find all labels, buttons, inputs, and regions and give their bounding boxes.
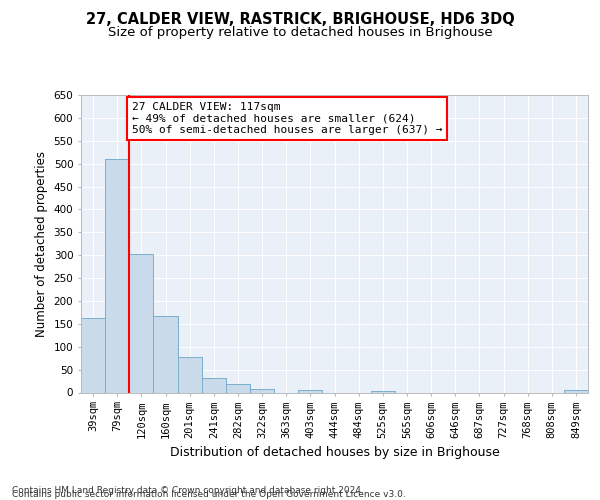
Text: 27 CALDER VIEW: 117sqm
← 49% of detached houses are smaller (624)
50% of semi-de: 27 CALDER VIEW: 117sqm ← 49% of detached…: [132, 102, 442, 135]
Bar: [81, 318, 105, 392]
Bar: [129, 254, 154, 392]
Y-axis label: Number of detached properties: Number of detached properties: [35, 151, 48, 337]
Text: Size of property relative to detached houses in Brighouse: Size of property relative to detached ho…: [107, 26, 493, 39]
X-axis label: Distribution of detached houses by size in Brighouse: Distribution of detached houses by size …: [170, 446, 499, 459]
Bar: [298, 390, 322, 392]
Bar: [202, 378, 226, 392]
Bar: [564, 390, 588, 392]
Bar: [250, 390, 274, 392]
Text: Contains public sector information licensed under the Open Government Licence v3: Contains public sector information licen…: [12, 490, 406, 499]
Bar: [178, 357, 202, 392]
Bar: [154, 316, 178, 392]
Bar: [105, 159, 129, 392]
Bar: [371, 390, 395, 392]
Text: 27, CALDER VIEW, RASTRICK, BRIGHOUSE, HD6 3DQ: 27, CALDER VIEW, RASTRICK, BRIGHOUSE, HD…: [86, 12, 514, 28]
Bar: [226, 384, 250, 392]
Text: Contains HM Land Registry data © Crown copyright and database right 2024.: Contains HM Land Registry data © Crown c…: [12, 486, 364, 495]
